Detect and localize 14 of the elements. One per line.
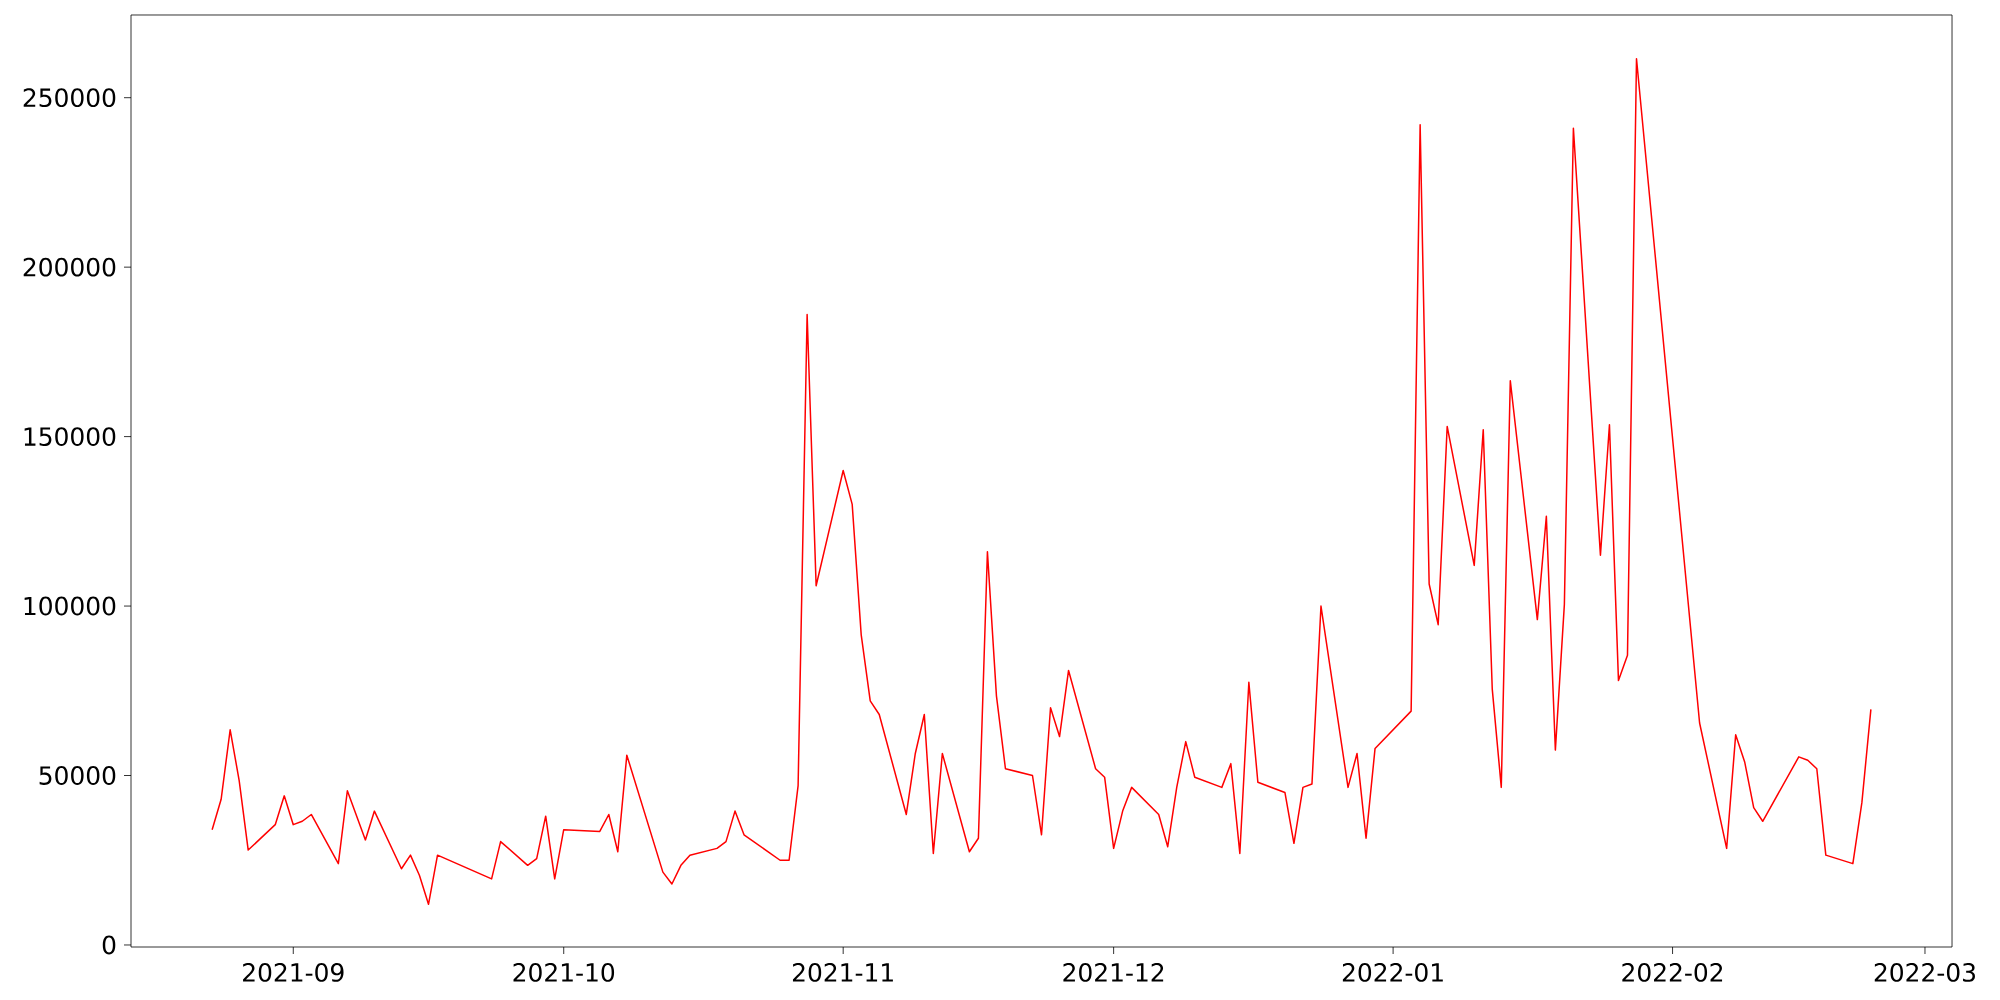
x-tick-label: 2021-11: [792, 963, 893, 982]
x-tick-label: 2022-02: [1622, 963, 1723, 982]
y-tick-label: 50000: [39, 766, 116, 785]
x-tick-label: 2022-01: [1342, 963, 1443, 982]
x-tick-label: 2021-12: [1063, 963, 1164, 982]
x-tick-label: 2021-09: [243, 963, 344, 982]
line-series: [211, 57, 1872, 906]
x-tick-label: 2022-03: [1874, 963, 1975, 982]
x-tick-label: 2021-10: [513, 963, 615, 982]
y-tick-label: 100000: [24, 596, 116, 616]
y-tick-label: 200000: [23, 257, 116, 277]
y-tick-label: 250000: [23, 88, 116, 108]
y-tick-label: 0: [102, 935, 116, 955]
y-tick-label: 150000: [24, 427, 116, 447]
